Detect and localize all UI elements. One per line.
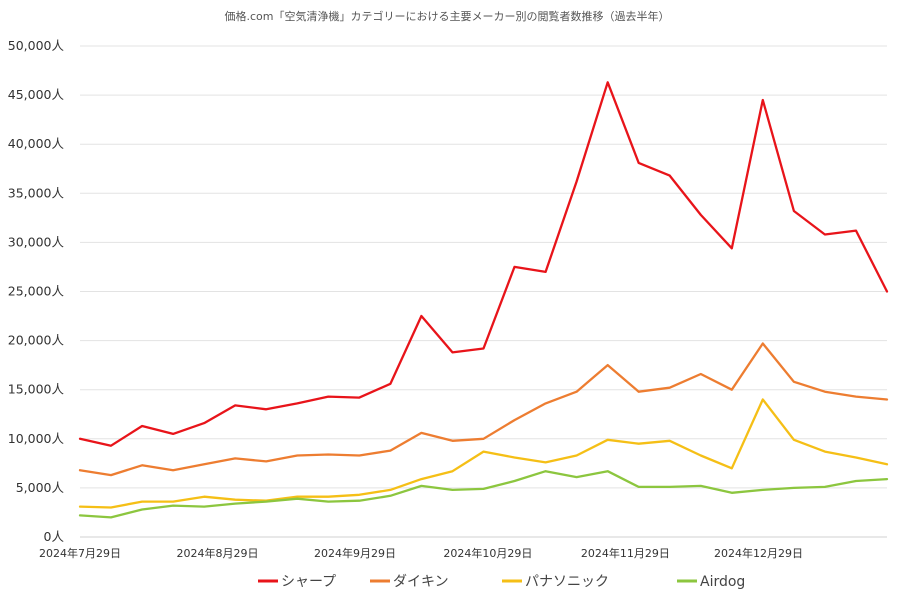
series-line xyxy=(78,470,889,519)
x-tick-label: 2024年7月29日 xyxy=(39,546,121,560)
y-tick-label: 25,000人 xyxy=(8,284,65,299)
x-axis: 2024年7月29日 2024年8月29日 2024年9月29日 2024年10月29… xyxy=(39,536,887,560)
y-tick-label: 50,000人 xyxy=(8,38,65,53)
series-line xyxy=(78,81,889,447)
series-lines xyxy=(78,81,889,519)
gridlines xyxy=(80,45,887,538)
series-line xyxy=(78,342,889,477)
chart-title: 価格.com「空気清浄機」カテゴリーにおける主要メーカー別の閲覧者数推移（過去半… xyxy=(225,9,670,23)
x-tick-label: 2024年12月29日 xyxy=(714,546,803,560)
y-tick-label: 5,000人 xyxy=(16,480,65,495)
y-tick-label: 10,000人 xyxy=(8,431,65,446)
x-tick-label: 2024年11月29日 xyxy=(581,546,670,560)
y-tick-label: 20,000人 xyxy=(8,333,65,348)
y-tick-label: 45,000人 xyxy=(8,87,65,102)
x-tick-label: 2024年9月29日 xyxy=(314,546,396,560)
y-axis: 0人 5,000人 10,000人 15,000人 20,000人 25,000人 30,0… xyxy=(8,38,65,544)
legend: シャープ ダイキン パナソニック Airdog xyxy=(258,574,745,590)
legend-label: ダイキン xyxy=(393,574,449,590)
y-tick-label: 35,000人 xyxy=(8,185,65,200)
series-line xyxy=(78,398,889,509)
legend-label: Airdog xyxy=(700,574,745,590)
y-tick-label: 15,000人 xyxy=(8,382,65,397)
y-tick-label: 40,000人 xyxy=(8,136,65,151)
x-tick-label: 2024年10月29日 xyxy=(443,546,532,560)
y-tick-label: 0人 xyxy=(44,529,65,544)
x-tick-label: 2024年8月29日 xyxy=(177,546,259,560)
y-tick-label: 30,000人 xyxy=(8,234,65,249)
legend-label: シャープ xyxy=(281,574,336,590)
legend-label: パナソニック xyxy=(525,574,609,590)
